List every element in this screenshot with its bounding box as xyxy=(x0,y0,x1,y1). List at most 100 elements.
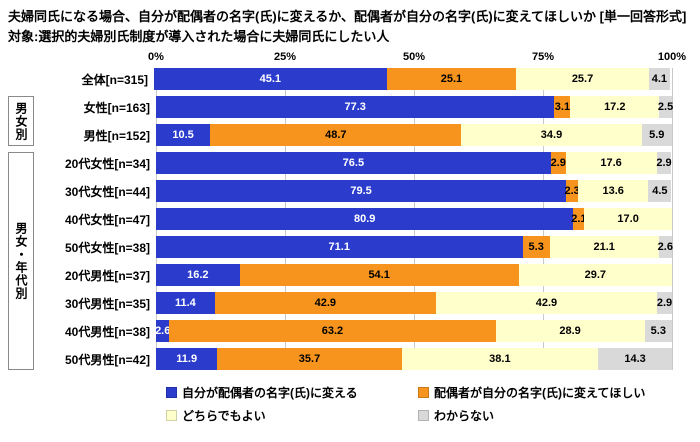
group-label: 男女・年代別 xyxy=(14,222,28,300)
legend-item: 配偶者が自分の名字(氏)に変えてほしい xyxy=(418,384,690,401)
stacked-bar: 11.4 42.9 42.9 2.9 xyxy=(156,292,672,314)
bar-segment: 2.9 xyxy=(657,292,672,314)
x-axis: 0% 25% 50% 75% 100% xyxy=(148,51,686,68)
group-label-cell: 男女別 xyxy=(8,96,34,146)
gridline xyxy=(671,68,673,370)
bar-segment: 71.1 xyxy=(156,236,523,258)
table-row: 40代女性[n=47] 80.9 2.1 17.0 xyxy=(38,208,690,230)
table-row: 全体[n=315] 45.1 25.1 25.7 4.1 xyxy=(36,68,690,90)
axis-tick: 100% xyxy=(657,51,687,63)
row-group: 男女・年代別 20代女性[n=34] 76.5 2.9 17.6 2.9 30代女性[n=4… xyxy=(8,152,690,370)
bar-segment: 80.9 xyxy=(156,208,574,230)
legend-swatch xyxy=(418,410,429,421)
chart-title: 夫婦同氏になる場合、自分が配偶者の名字(氏)に変えるか、配偶者が自分の名字(氏)… xyxy=(8,9,687,44)
stacked-bar: 11.9 35.7 38.1 14.3 xyxy=(156,348,672,370)
legend-swatch xyxy=(166,410,177,421)
group-rows: 全体[n=315] 45.1 25.1 25.7 4.1 xyxy=(36,68,690,90)
stacked-bar: 16.2 54.1 29.7 xyxy=(156,264,672,286)
table-row: 20代女性[n=34] 76.5 2.9 17.6 2.9 xyxy=(38,152,690,174)
bar-segment: 3.1 xyxy=(554,96,571,118)
table-row: 30代女性[n=44] 79.5 2.3 13.6 4.5 xyxy=(38,180,690,202)
axis-tick: 75% xyxy=(531,51,555,63)
bar-segment: 4.1 xyxy=(648,68,670,90)
axis-tick: 25% xyxy=(273,51,297,63)
bar-segment: 17.6 xyxy=(565,152,657,174)
group-rows: 20代女性[n=34] 76.5 2.9 17.6 2.9 30代女性[n=44] 79.5… xyxy=(38,152,690,370)
bar-segment: 2.9 xyxy=(551,152,566,174)
legend-item: どちらでもよい xyxy=(166,407,418,424)
bar-segment: 2.9 xyxy=(656,152,672,174)
table-row: 男性[n=152] 10.5 48.7 34.9 5.9 xyxy=(38,124,690,146)
table-row: 50代男性[n=42] 11.9 35.7 38.1 14.3 xyxy=(38,348,690,370)
table-row: 女性[n=163] 77.3 3.1 17.2 2.5 xyxy=(38,96,690,118)
legend-swatch xyxy=(166,387,177,398)
stacked-bar: 77.3 3.1 17.2 2.5 xyxy=(156,96,673,118)
axis-tick: 0% xyxy=(148,51,164,63)
bar-segment: 14.3 xyxy=(598,348,672,370)
bar-segment: 16.2 xyxy=(156,264,240,286)
stacked-bar: 71.1 5.3 21.1 2.6 xyxy=(156,236,673,258)
group-rows: 女性[n=163] 77.3 3.1 17.2 2.5 男性[n=152] 10.5 48.7… xyxy=(38,96,690,146)
bar-segment: 17.2 xyxy=(570,96,660,118)
row-label: 50代女性[n=38] xyxy=(64,240,150,255)
bar-segment: 63.2 xyxy=(169,320,496,342)
bar-segment: 5.9 xyxy=(641,124,672,146)
legend-item: わからない xyxy=(418,407,690,424)
row-label: 女性[n=163] xyxy=(83,100,150,115)
row-label: 30代女性[n=44] xyxy=(64,184,150,199)
survey-chart-page: 夫婦同氏になる場合、自分が配偶者の名字(氏)に変えるか、配偶者が自分の名字(氏)… xyxy=(8,9,690,424)
bar-segment: 11.4 xyxy=(156,292,215,314)
table-row: 30代男性[n=35] 11.4 42.9 42.9 2.9 xyxy=(38,292,690,314)
bar-segment: 34.9 xyxy=(461,124,642,146)
stacked-bar: 2.6 63.2 28.9 5.3 xyxy=(155,320,672,342)
bar-segment: 45.1 xyxy=(154,68,387,90)
row-label: 男性[n=152] xyxy=(83,128,150,143)
bar-segment: 79.5 xyxy=(156,180,567,202)
bar-segment: 35.7 xyxy=(217,348,402,370)
row-label: 全体[n=315] xyxy=(81,72,148,87)
bar-segment: 21.1 xyxy=(549,236,659,258)
bar-segment: 76.5 xyxy=(156,152,551,174)
table-row: 20代男性[n=37] 16.2 54.1 29.7 xyxy=(38,264,690,286)
bar-segment: 4.5 xyxy=(648,180,672,202)
bar-segment: 29.7 xyxy=(518,264,672,286)
bar-segment: 17.0 xyxy=(584,208,672,230)
group-label-cell: 男女・年代別 xyxy=(8,152,34,370)
bar-segment: 5.3 xyxy=(522,236,550,258)
legend-label: わからない xyxy=(434,409,495,423)
bar-segment: 42.9 xyxy=(435,292,658,314)
group-label-cell xyxy=(8,68,32,90)
bar-segment: 54.1 xyxy=(239,264,519,286)
row-label: 30代男性[n=35] xyxy=(64,296,150,311)
stacked-bar: 79.5 2.3 13.6 4.5 xyxy=(156,180,672,202)
row-group: 男女別 女性[n=163] 77.3 3.1 17.2 2.5 男性[n=152] 10.5 4… xyxy=(8,96,690,146)
row-group: 全体[n=315] 45.1 25.1 25.7 4.1 xyxy=(8,68,690,90)
axis-tick: 50% xyxy=(402,51,426,63)
bar-segment: 11.9 xyxy=(156,348,218,370)
bar-segment: 10.5 xyxy=(156,124,211,146)
legend-label: どちらでもよい xyxy=(182,409,266,423)
bar-segment: 5.3 xyxy=(644,320,672,342)
legend-label: 配偶者が自分の名字(氏)に変えてほしい xyxy=(434,386,646,400)
legend-swatch xyxy=(418,387,429,398)
row-label: 40代男性[n=38] xyxy=(64,324,150,339)
stacked-bar: 45.1 25.1 25.7 4.1 xyxy=(154,68,670,90)
row-label: 50代男性[n=42] xyxy=(64,352,150,367)
bar-segment: 25.7 xyxy=(516,68,649,90)
bar-segment: 13.6 xyxy=(578,180,649,202)
stacked-bar: 76.5 2.9 17.6 2.9 xyxy=(156,152,672,174)
group-label: 男女別 xyxy=(14,101,28,141)
table-row: 40代男性[n=38] 2.6 63.2 28.9 5.3 xyxy=(38,320,690,342)
row-label: 20代女性[n=34] xyxy=(64,156,150,171)
bar-segment: 2.5 xyxy=(658,96,673,118)
bar-segment: 2.6 xyxy=(155,320,170,342)
row-label: 40代女性[n=47] xyxy=(64,212,150,227)
bar-segment: 2.3 xyxy=(565,180,580,202)
legend-label: 自分が配偶者の名字(氏)に変える xyxy=(182,386,358,400)
legend: 自分が配偶者の名字(氏)に変える 配偶者が自分の名字(氏)に変えてほしいどちらでも… xyxy=(166,384,690,424)
bar-segment: 38.1 xyxy=(401,348,599,370)
bar-segment: 2.1 xyxy=(571,208,587,230)
bar-segment: 25.1 xyxy=(386,68,517,90)
row-label: 20代男性[n=37] xyxy=(64,268,150,283)
chart-rows: 全体[n=315] 45.1 25.1 25.7 4.1 男女別 女性[n=163] 77.3… xyxy=(8,68,690,370)
